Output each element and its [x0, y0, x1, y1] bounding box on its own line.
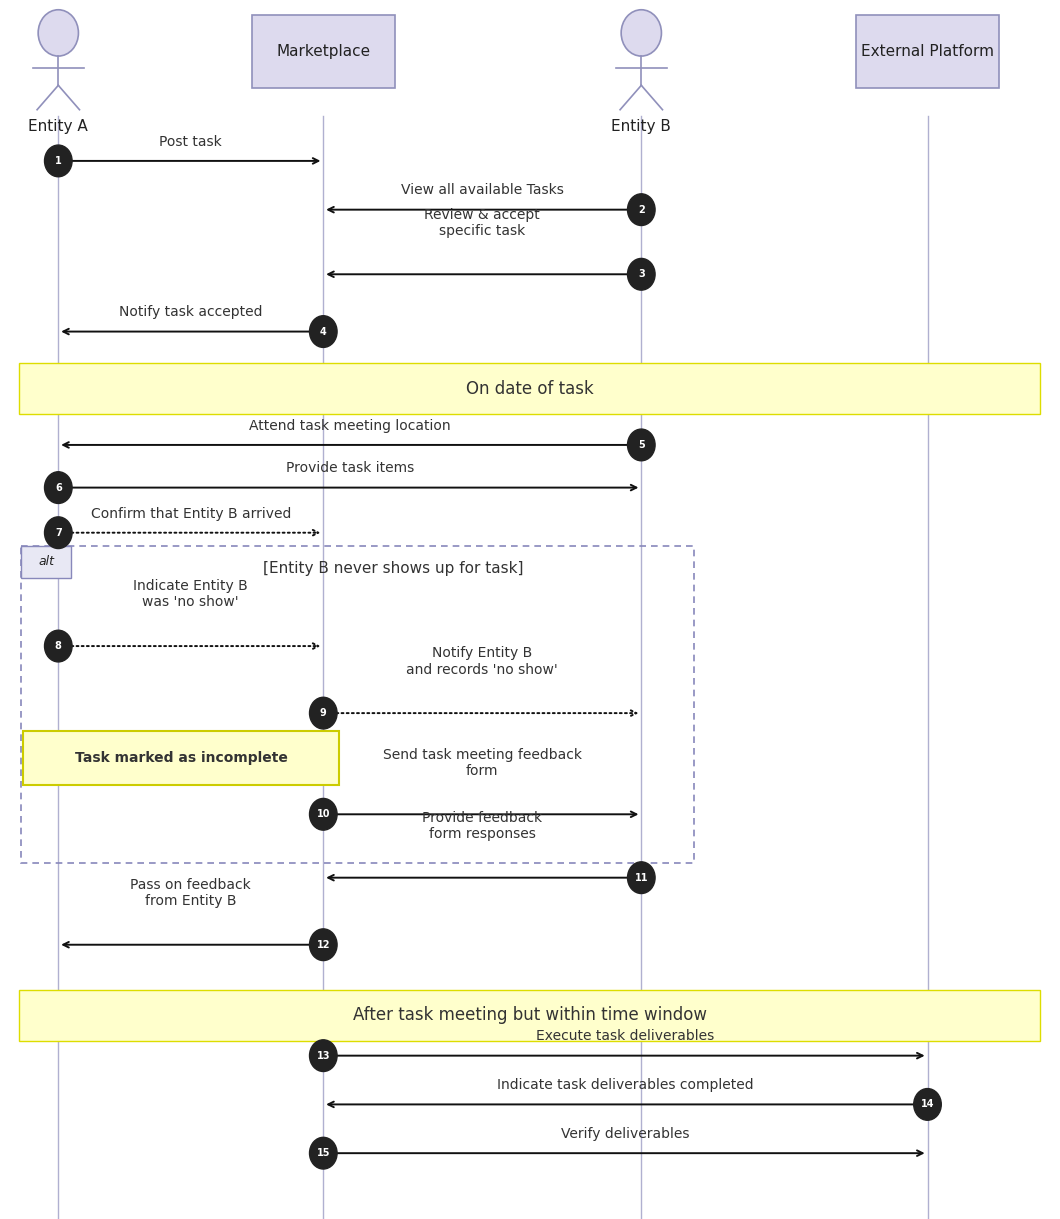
Text: Send task meeting feedback
form: Send task meeting feedback form [383, 747, 582, 778]
Text: 15: 15 [317, 1148, 330, 1158]
Text: Notify task accepted: Notify task accepted [119, 306, 263, 319]
Circle shape [45, 145, 72, 177]
Text: Indicate Entity B
was 'no show': Indicate Entity B was 'no show' [134, 579, 248, 610]
Text: Marketplace: Marketplace [277, 44, 370, 59]
Text: 10: 10 [317, 809, 330, 819]
Circle shape [310, 697, 337, 729]
Text: 4: 4 [320, 327, 326, 336]
Circle shape [45, 517, 72, 549]
Text: Post task: Post task [159, 135, 223, 149]
Text: Review & accept
specific task: Review & accept specific task [424, 207, 541, 238]
Text: Entity A: Entity A [29, 119, 88, 134]
FancyBboxPatch shape [21, 546, 71, 578]
Text: 5: 5 [638, 440, 644, 450]
Text: 11: 11 [635, 873, 648, 883]
Circle shape [45, 472, 72, 503]
Circle shape [628, 258, 655, 290]
Text: 7: 7 [55, 528, 61, 538]
Text: Provide feedback
form responses: Provide feedback form responses [422, 811, 543, 841]
FancyBboxPatch shape [23, 731, 339, 785]
Text: Attend task meeting location: Attend task meeting location [249, 419, 450, 433]
FancyBboxPatch shape [252, 15, 394, 88]
Circle shape [914, 1089, 941, 1120]
Text: 13: 13 [317, 1051, 330, 1061]
Circle shape [310, 1137, 337, 1169]
FancyBboxPatch shape [19, 363, 1040, 414]
Text: External Platform: External Platform [861, 44, 994, 59]
Text: On date of task: On date of task [466, 380, 594, 397]
Text: 6: 6 [55, 483, 61, 492]
Text: Pass on feedback
from Entity B: Pass on feedback from Entity B [130, 878, 251, 908]
Circle shape [310, 1040, 337, 1072]
Circle shape [310, 929, 337, 961]
FancyBboxPatch shape [856, 15, 999, 88]
Circle shape [628, 429, 655, 461]
Text: Indicate task deliverables completed: Indicate task deliverables completed [497, 1079, 754, 1092]
Text: 1: 1 [55, 156, 61, 166]
Text: 8: 8 [55, 641, 61, 651]
Text: Provide task items: Provide task items [286, 462, 413, 475]
Circle shape [628, 862, 655, 894]
Text: 2: 2 [638, 205, 644, 215]
Text: View all available Tasks: View all available Tasks [401, 184, 564, 197]
Text: Execute task deliverables: Execute task deliverables [536, 1030, 714, 1043]
Text: Verify deliverables: Verify deliverables [561, 1128, 690, 1141]
Text: 14: 14 [921, 1100, 934, 1109]
Text: [Entity B never shows up for task]: [Entity B never shows up for task] [263, 561, 524, 575]
Text: Notify Entity B
and records 'no show': Notify Entity B and records 'no show' [406, 646, 559, 677]
Circle shape [310, 798, 337, 830]
Text: Task marked as incomplete: Task marked as incomplete [75, 751, 287, 766]
Text: 9: 9 [320, 708, 326, 718]
Text: 3: 3 [638, 269, 644, 279]
Text: After task meeting but within time window: After task meeting but within time windo… [353, 1007, 707, 1024]
Text: alt: alt [38, 556, 54, 568]
FancyBboxPatch shape [19, 990, 1040, 1041]
Circle shape [45, 630, 72, 662]
Circle shape [628, 194, 655, 226]
Text: 12: 12 [317, 940, 330, 950]
Circle shape [38, 10, 78, 56]
Text: Confirm that Entity B arrived: Confirm that Entity B arrived [90, 507, 292, 521]
Circle shape [621, 10, 661, 56]
Circle shape [310, 316, 337, 347]
Text: Entity B: Entity B [612, 119, 671, 134]
